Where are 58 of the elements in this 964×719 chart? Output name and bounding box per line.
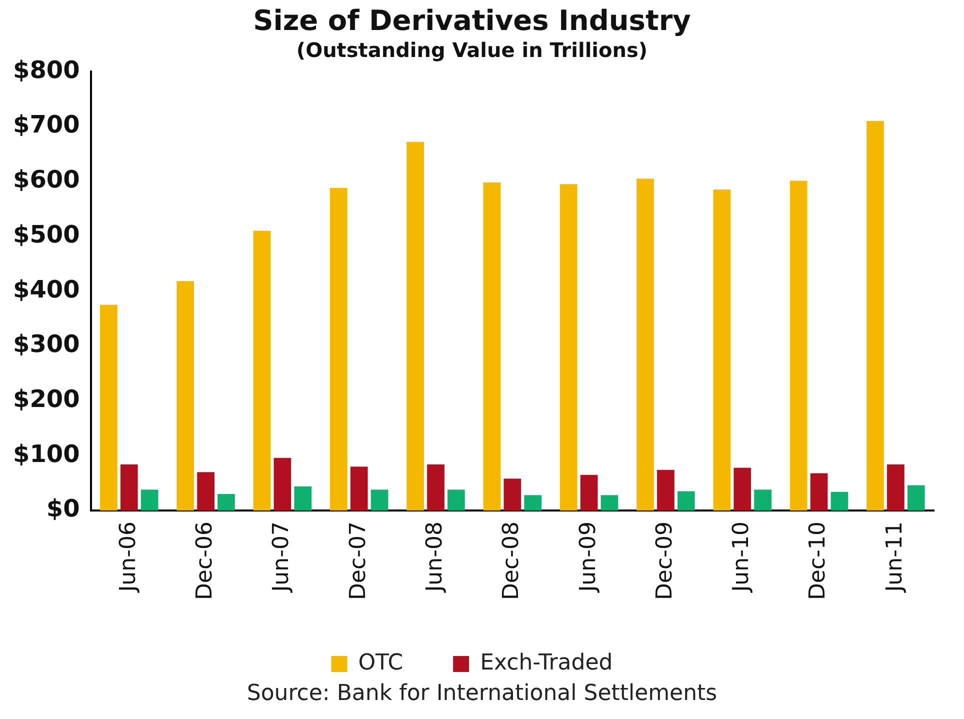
y-tick-label: $200	[13, 385, 80, 414]
bar	[406, 142, 424, 510]
y-tick-label: $700	[13, 110, 80, 139]
bar	[657, 470, 674, 510]
bar	[524, 495, 542, 510]
bar	[810, 473, 828, 510]
bar	[866, 120, 884, 510]
bar	[754, 490, 772, 510]
y-tick-label: $300	[13, 330, 80, 358]
x-tick-label: Dec-07	[346, 521, 371, 600]
bar	[218, 494, 235, 510]
source-note: Source: Bank for International Settlements	[246, 681, 718, 706]
bar	[253, 230, 271, 510]
bar	[330, 188, 348, 510]
x-tick-label: Dec-06	[192, 521, 218, 600]
x-tick-label: Dec-09	[652, 521, 678, 600]
x-tick-label: Jun-10	[729, 521, 754, 594]
legend-label: OTC	[358, 650, 404, 676]
bar	[483, 182, 501, 510]
bar	[830, 492, 848, 510]
bar	[580, 474, 598, 510]
bar	[274, 458, 292, 510]
bar	[140, 490, 158, 510]
chart-subtitle: (Outstanding Value in Trillions)	[296, 38, 648, 62]
bar	[294, 486, 312, 510]
x-tick-label: Dec-08	[499, 521, 524, 600]
bar	[636, 178, 654, 510]
y-tick-label: $400	[13, 275, 80, 304]
x-tick-label: Jun-11	[882, 521, 908, 594]
x-tick-label: Jun-07	[269, 521, 294, 594]
bar	[176, 281, 194, 510]
y-tick-label: $800	[13, 56, 80, 84]
x-tick-label: Jun-09	[576, 521, 601, 594]
bar	[713, 190, 731, 510]
x-tick-label: Jun-08	[422, 521, 448, 594]
bar	[504, 478, 522, 510]
bar	[790, 180, 808, 510]
legend-label: Exch-Traded	[480, 650, 613, 676]
y-tick-label: $100	[13, 440, 80, 468]
bar	[560, 184, 578, 510]
chart-title: Size of Derivatives Industry	[253, 4, 691, 38]
y-tick-label: $0	[46, 494, 80, 523]
bar	[677, 491, 695, 510]
bar	[350, 466, 368, 510]
bar	[100, 304, 118, 510]
bar	[734, 468, 752, 510]
x-tick-label: Jun-06	[116, 521, 141, 594]
y-tick-label: $500	[13, 220, 80, 248]
bar	[427, 464, 444, 510]
bar	[907, 485, 925, 510]
bar	[120, 464, 138, 510]
bar	[370, 490, 388, 510]
bar	[197, 472, 214, 510]
bar	[600, 495, 618, 510]
x-tick-label: Dec-10	[806, 521, 831, 600]
bar	[886, 464, 904, 510]
bar	[448, 490, 465, 510]
y-tick-label: $600	[13, 166, 80, 194]
